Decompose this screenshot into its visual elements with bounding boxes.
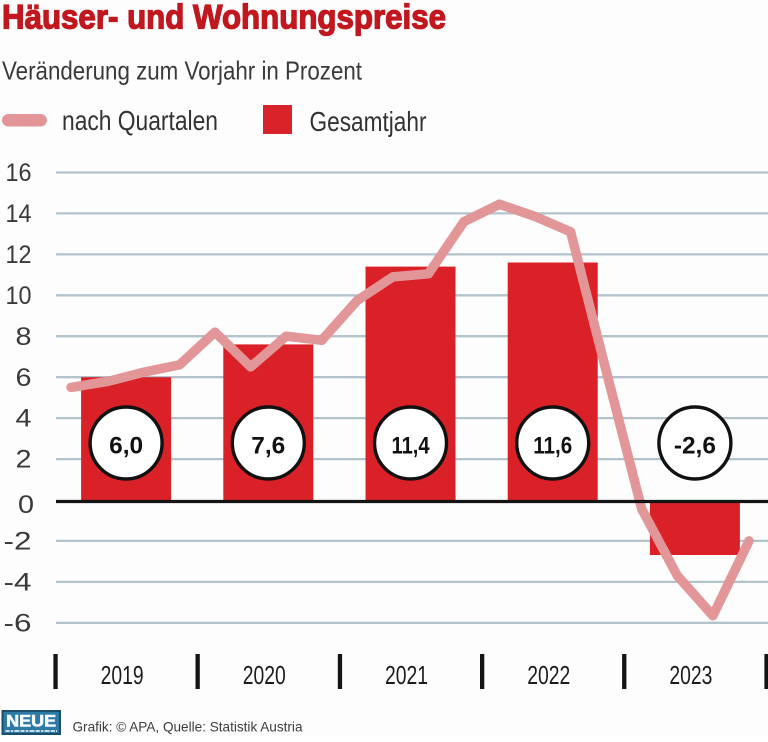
svg-text:Häuser- und Wohnungspreise: Häuser- und Wohnungspreise	[2, 0, 446, 37]
svg-text:11,4: 11,4	[392, 433, 431, 460]
svg-text:4: 4	[16, 405, 32, 433]
svg-text:11,6: 11,6	[533, 433, 572, 460]
svg-text:Gesamtjahr: Gesamtjahr	[310, 106, 427, 137]
svg-text:2019: 2019	[101, 660, 144, 690]
svg-text:nach Quartalen: nach Quartalen	[62, 105, 218, 136]
svg-text:12: 12	[6, 241, 32, 269]
svg-text:-2: -2	[4, 528, 32, 556]
svg-text:Veränderung zum Vorjahr in Pro: Veränderung zum Vorjahr in Prozent	[2, 56, 363, 86]
svg-text:Grafik: © APA, Quelle: Statist: Grafik: © APA, Quelle: Statistik Austria	[73, 720, 303, 735]
svg-text:-6: -6	[4, 609, 32, 637]
svg-text:-2,6: -2,6	[674, 433, 716, 460]
svg-text:10: 10	[6, 282, 32, 310]
svg-text:8: 8	[16, 323, 32, 351]
svg-text:NEUE: NEUE	[6, 713, 56, 731]
svg-text:2021: 2021	[385, 660, 428, 690]
svg-text:14: 14	[6, 200, 32, 228]
svg-text:16: 16	[6, 159, 32, 187]
svg-text:6: 6	[16, 364, 32, 392]
svg-text:0: 0	[18, 491, 34, 519]
svg-text:2: 2	[16, 446, 32, 474]
svg-text:2022: 2022	[527, 660, 570, 690]
svg-text:-4: -4	[4, 569, 32, 597]
svg-text:2020: 2020	[243, 660, 286, 690]
svg-text:6,0: 6,0	[109, 433, 143, 460]
svg-text:7,6: 7,6	[251, 433, 285, 460]
svg-text:2023: 2023	[669, 660, 712, 690]
